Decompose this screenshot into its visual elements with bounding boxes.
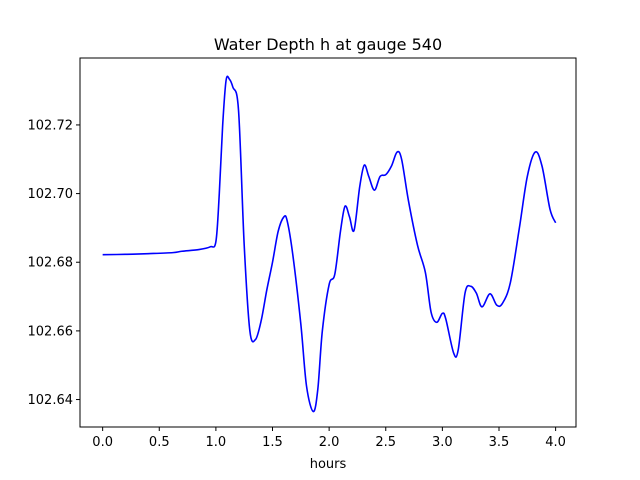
chart-title: Water Depth h at gauge 540 [214,35,442,54]
x-axis-label: hours [310,457,347,472]
x-tick-label: 3.5 [489,435,510,450]
x-tick-label: 2.5 [375,435,396,450]
x-tick-label: 1.0 [206,435,227,450]
y-tick-label: 102.72 [28,118,74,133]
y-axis-ticks: 102.64 102.66 102.68 102.70 102.72 [28,118,80,408]
y-tick-label: 102.70 [28,187,74,202]
y-tick-label: 102.66 [28,324,74,339]
x-tick-label: 2.0 [319,435,340,450]
x-tick-label: 1.5 [262,435,283,450]
water-depth-series-line [102,75,557,413]
x-tick-label: 4.0 [545,435,566,450]
y-tick-label: 102.68 [28,256,74,271]
plot-area [102,75,557,413]
x-tick-label: 0.5 [149,435,170,450]
y-tick-label: 102.64 [28,393,74,408]
x-tick-label: 0.0 [92,435,113,450]
x-tick-label: 3.0 [432,435,453,450]
axes-frame [79,57,577,428]
x-axis-ticks: 0.0 0.5 1.0 1.5 2.0 2.5 3.0 3.5 4.0 [92,427,566,450]
